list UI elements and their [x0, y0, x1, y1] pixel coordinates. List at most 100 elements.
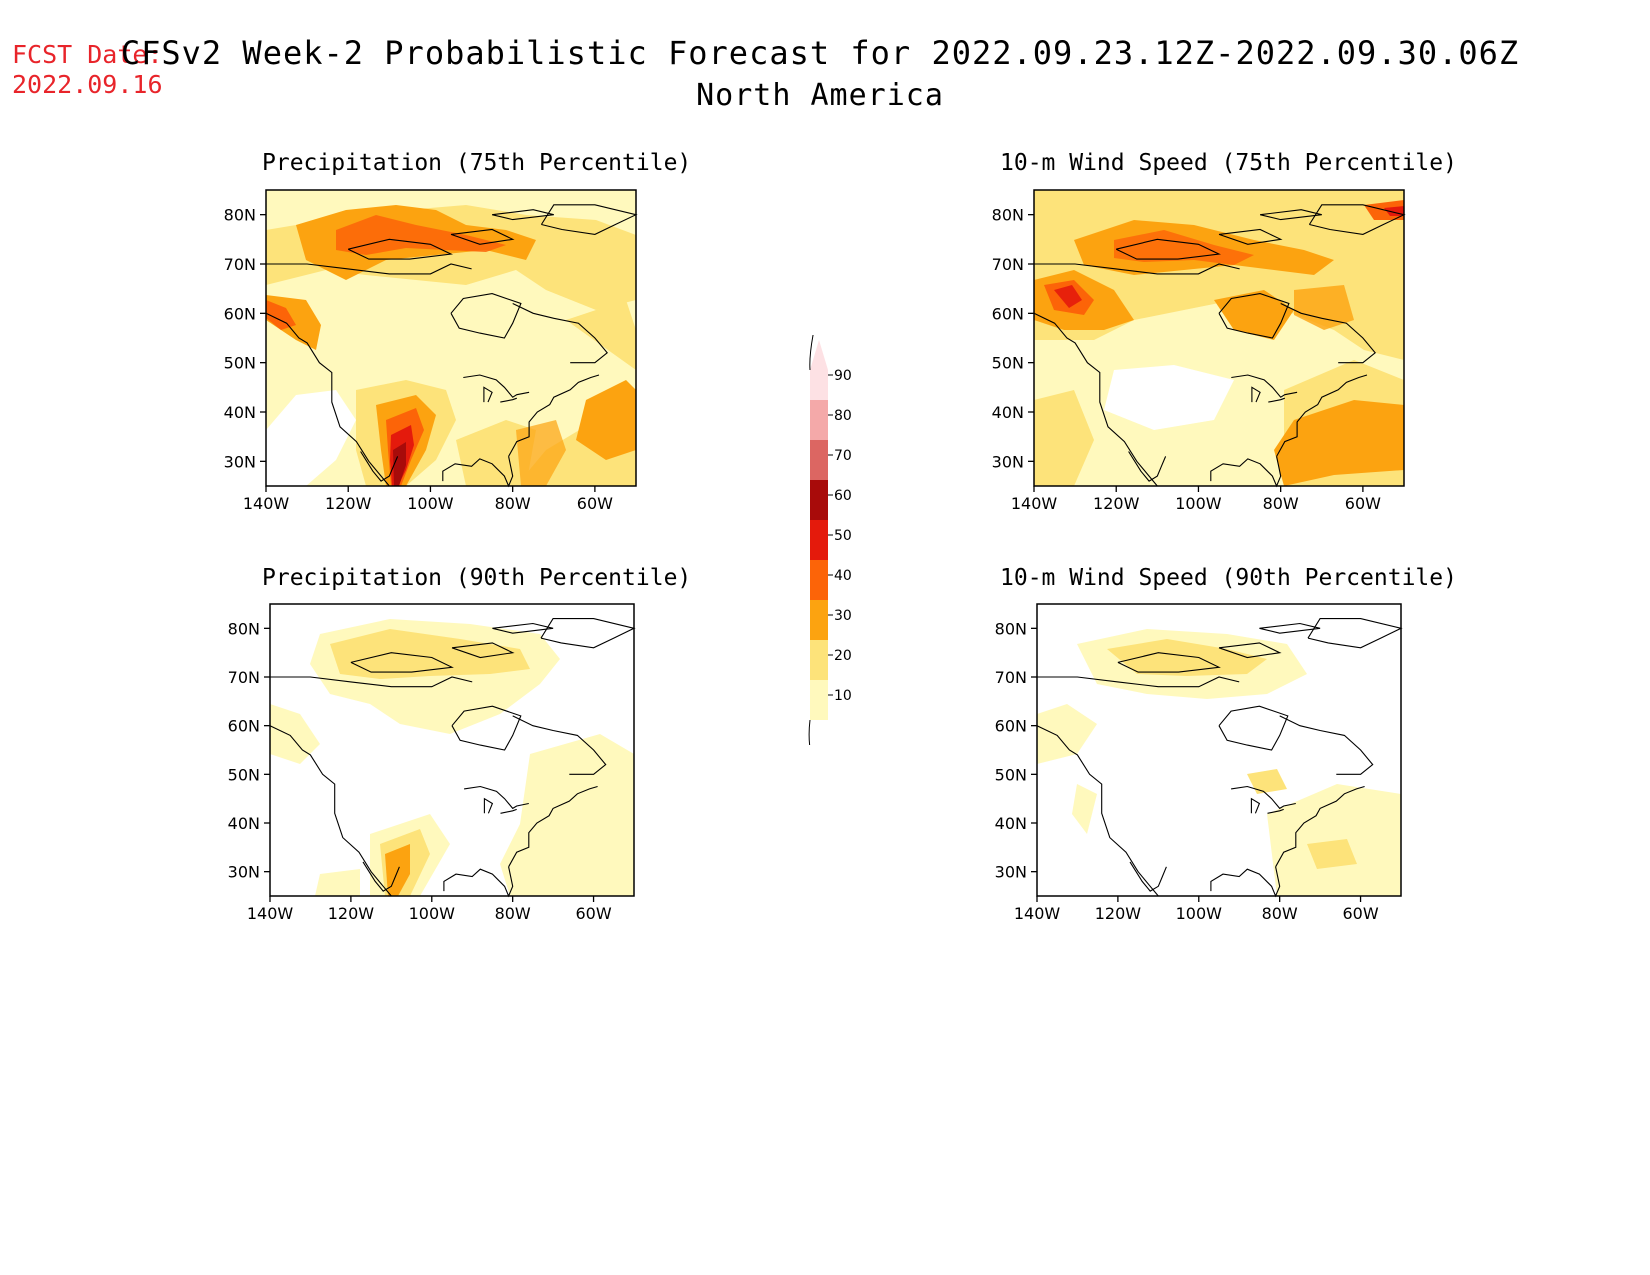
forecast-date-value: 2022.09.16: [12, 70, 163, 99]
lat-label: 60N: [228, 717, 260, 736]
coastline-segment: [1275, 785, 1365, 868]
coastline-segment: [1251, 386, 1261, 403]
map-precip-75: 80N 70N 60N 50N 40N 30N 140W 120W 100W 80W 60W: [224, 189, 638, 513]
colorbar-label: 70: [834, 448, 852, 464]
map-wind-90: 80N 70N 60N 50N 40N 30N 140W 120W 100W 80W 60W: [995, 603, 1403, 923]
coastline-segment: [451, 705, 522, 751]
axis-ticks: 80N 70N 60N 50N 40N 30N 140W 120W 100W 80W 60W: [992, 206, 1381, 513]
coastline-segment: [1037, 676, 1240, 688]
lon-label: 80W: [1263, 494, 1299, 513]
coastline-segment: [451, 642, 515, 659]
lat-label: 40N: [228, 814, 260, 833]
coastline-segment: [1268, 397, 1285, 403]
lon-label: 140W: [247, 904, 294, 923]
lon-label: 60W: [1345, 494, 1381, 513]
lat-label: 70N: [992, 255, 1024, 274]
lat-label: 40N: [995, 814, 1027, 833]
lat-label: 30N: [228, 863, 260, 882]
lat-label: 50N: [995, 765, 1027, 784]
lon-label: 80W: [495, 494, 531, 513]
probability-shading: [270, 604, 634, 896]
lon-label: 140W: [1011, 494, 1058, 513]
axis-ticks: 80N 70N 60N 50N 40N 30N 140W 120W 100W 80W 60W: [228, 619, 612, 923]
colorbar-swatch: [810, 400, 828, 440]
lon-label: 100W: [407, 494, 454, 513]
coastline-segment: [1218, 293, 1290, 339]
lat-label: 80N: [224, 206, 256, 225]
map-frame: [1033, 189, 1405, 487]
lat-label: 80N: [228, 619, 260, 638]
lat-label: 50N: [224, 354, 256, 373]
coastline-segment: [1308, 204, 1406, 235]
forecast-date-caption: FCST Date:: [12, 40, 163, 69]
coastline-segment: [1129, 861, 1167, 892]
coastline-segment: [362, 861, 400, 892]
map-frame: [265, 189, 637, 487]
lon-label: 60W: [575, 904, 611, 923]
lon-label: 60W: [1342, 904, 1378, 923]
colorbar-label: 20: [834, 648, 852, 664]
lon-label: 120W: [1093, 494, 1140, 513]
probability-shading: [1037, 604, 1401, 896]
colorbar-swatch: [810, 520, 828, 560]
lon-label: 100W: [409, 904, 456, 923]
coastline-segment: [443, 866, 514, 898]
coastline-segment: [1034, 263, 1240, 275]
coastline-segment: [1250, 797, 1261, 814]
coastline-segment: [1307, 618, 1403, 649]
page-subtitle: North America: [696, 78, 944, 113]
colorbar-label: 40: [834, 568, 852, 584]
coastline-segment: [500, 397, 517, 403]
coastline-segment: [492, 622, 554, 634]
coastline-segment: [1259, 209, 1322, 221]
coastline-segment: [1218, 642, 1282, 659]
coastline-segment: [1231, 374, 1298, 398]
lat-label: 30N: [995, 863, 1027, 882]
lon-label: 140W: [243, 494, 290, 513]
colorbar-swatch: [810, 480, 828, 520]
lat-label: 60N: [992, 304, 1024, 323]
map-precip-90: 80N 70N 60N 50N 40N 30N 140W 120W 100W 80W 60W: [228, 603, 636, 923]
panel-title-wind-90: 10-m Wind Speed (90th Percentile): [1000, 565, 1457, 591]
colorbar-label: 80: [834, 408, 852, 424]
coastline-segment: [464, 785, 529, 810]
colorbar-label: 50: [834, 528, 852, 544]
colorbar-swatch: [810, 640, 828, 680]
forecast-date-label: FCST Date: 2022.09.16: [12, 40, 163, 100]
coastline-segment: [508, 785, 598, 868]
map-wind-75: 80N 70N 60N 50N 40N 30N 140W 120W 100W 80W 60W: [992, 189, 1406, 513]
lat-label: 30N: [224, 452, 256, 471]
coastline: [1036, 618, 1403, 898]
lat-label: 70N: [228, 668, 260, 687]
lat-label: 40N: [224, 403, 256, 422]
coastline-segment: [266, 263, 472, 275]
coastline-segment: [1276, 374, 1368, 457]
coastline-segment: [442, 456, 514, 488]
colorbar-swatch: [810, 680, 828, 720]
colorbar-swatch: [810, 340, 828, 400]
colorbar-label: 30: [834, 608, 852, 624]
coastline-segment: [1210, 456, 1282, 488]
coastline-segment: [540, 204, 638, 235]
lat-label: 30N: [992, 452, 1024, 471]
lon-label: 120W: [328, 904, 375, 923]
coastline-segment: [360, 451, 399, 482]
coastline-segment: [500, 808, 517, 814]
lon-label: 60W: [577, 494, 613, 513]
axis-ticks: 80N 70N 60N 50N 40N 30N 140W 120W 100W 80W 60W: [224, 206, 613, 513]
lat-label: 60N: [224, 304, 256, 323]
colorbar-legend: 90 80 70 60 50 40 30 20 10: [808, 335, 852, 745]
coastline-segment: [265, 312, 390, 487]
coastline-segment: [1231, 785, 1296, 810]
axis-ticks: 80N 70N 60N 50N 40N 30N 140W 120W 100W 80W 60W: [995, 619, 1379, 923]
coastline-segment: [1218, 705, 1289, 751]
coastline-segment: [269, 725, 392, 897]
coastline-segment: [1210, 866, 1281, 898]
coastline-segment: [463, 374, 530, 398]
lat-label: 60N: [995, 717, 1027, 736]
coastline-segment: [1259, 622, 1321, 634]
coastline-segment: [450, 293, 522, 339]
coastline-segment: [1267, 808, 1284, 814]
lon-label: 100W: [1176, 904, 1223, 923]
lat-label: 40N: [992, 403, 1024, 422]
